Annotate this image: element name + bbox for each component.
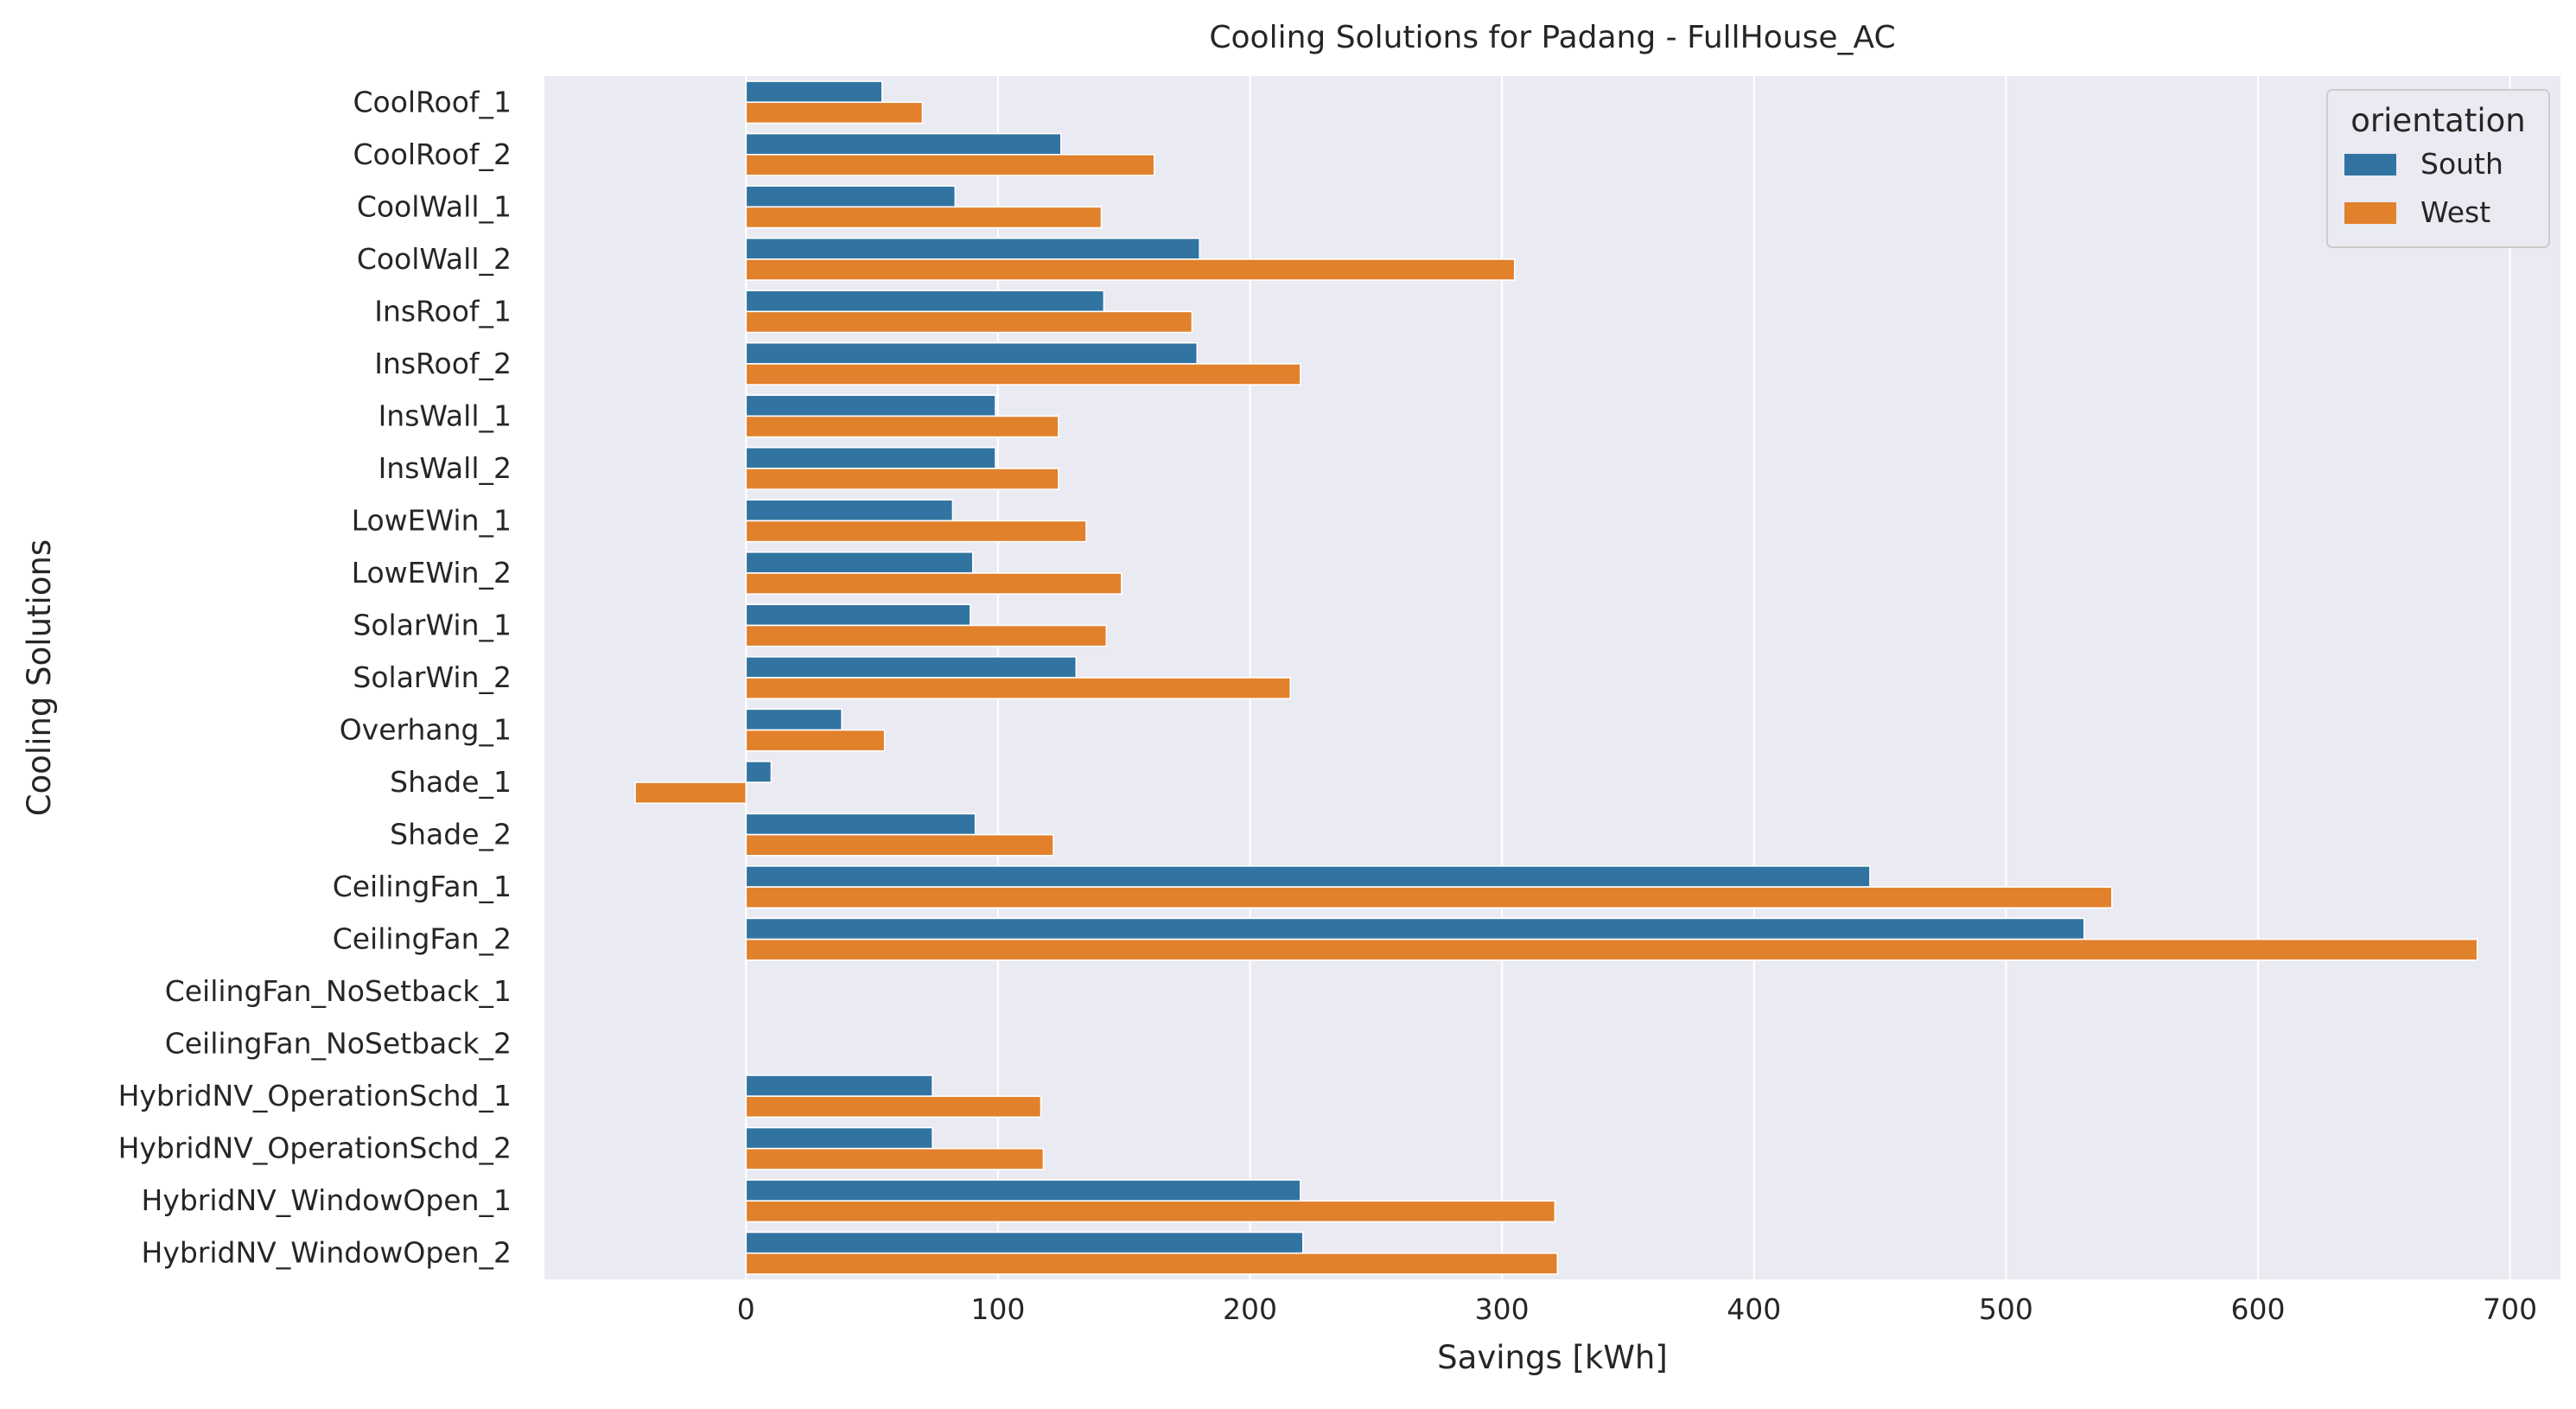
y-tick-label: SolarWin_2 xyxy=(353,660,512,694)
y-tick-label: CoolWall_1 xyxy=(357,189,512,223)
legend-swatch-west xyxy=(2344,202,2396,224)
x-tick-label: 300 xyxy=(1475,1292,1530,1326)
bar-south xyxy=(745,341,1199,365)
bar-west xyxy=(745,833,1054,857)
y-tick-label: CeilingFan_NoSetback_2 xyxy=(165,1027,512,1061)
x-axis-label: Savings [kWh] xyxy=(1437,1339,1668,1376)
y-tick-label: InsWall_2 xyxy=(378,451,512,485)
bar-south xyxy=(745,813,976,836)
bar-west xyxy=(745,1147,1045,1170)
y-tick-label: CoolRoof_1 xyxy=(353,85,512,118)
bar-west xyxy=(745,1095,1042,1119)
bar-west xyxy=(634,781,747,805)
bar-west xyxy=(745,886,2113,909)
y-tick-label: CeilingFan_1 xyxy=(333,870,512,903)
bar-west xyxy=(745,1252,1559,1275)
y-tick-label: HybridNV_OperationSchd_2 xyxy=(118,1132,512,1165)
y-tick-label: LowEWin_2 xyxy=(352,556,512,590)
bar-west xyxy=(745,258,1516,281)
bar-west xyxy=(745,1200,1556,1223)
x-tick-labels: 0 100 200 300 400 500 600 700 xyxy=(737,1292,2537,1326)
bar-west xyxy=(745,938,2478,961)
bar-south xyxy=(745,761,773,783)
x-tick-label: 100 xyxy=(970,1292,1025,1326)
bar-west xyxy=(745,363,1301,386)
x-tick-label: 700 xyxy=(2483,1292,2537,1326)
bar-west xyxy=(745,310,1193,334)
bar-south xyxy=(745,603,971,627)
y-tick-label: CeilingFan_NoSetback_1 xyxy=(165,974,512,1008)
bar-west xyxy=(745,677,1292,700)
bar-west xyxy=(745,468,1059,490)
bar-south xyxy=(745,132,1062,156)
bar-west xyxy=(745,415,1059,438)
legend-label-south: South xyxy=(2420,147,2503,181)
y-tick-label: InsWall_1 xyxy=(378,398,512,432)
bar-south xyxy=(745,446,996,469)
bar-south xyxy=(745,865,1871,888)
y-tick-label: CoolRoof_2 xyxy=(353,137,512,171)
legend-label-west: West xyxy=(2420,195,2490,229)
legend-swatch-south xyxy=(2344,154,2396,175)
chart-title: Cooling Solutions for Padang - FullHouse… xyxy=(1209,20,1895,55)
x-tick-label: 400 xyxy=(1727,1292,1781,1326)
y-tick-labels: CoolRoof_1 CoolRoof_2 CoolWall_1 CoolWall_2… xyxy=(118,85,512,1269)
y-axis-label: Cooling Solutions xyxy=(21,539,58,816)
y-tick-label: HybridNV_WindowOpen_2 xyxy=(142,1236,512,1270)
x-tick-label: 600 xyxy=(2231,1292,2286,1326)
bar-south xyxy=(745,551,974,574)
y-tick-label: Shade_1 xyxy=(390,765,512,799)
bar-west xyxy=(745,572,1123,595)
bar-south xyxy=(745,708,843,731)
bar-west xyxy=(745,520,1087,543)
bar-west xyxy=(745,206,1103,229)
y-tick-label: SolarWin_1 xyxy=(353,608,512,641)
bar-south xyxy=(745,290,1105,313)
y-tick-label: CeilingFan_2 xyxy=(333,922,512,956)
bar-south xyxy=(745,1179,1301,1202)
bar-west xyxy=(745,153,1155,176)
bar-south xyxy=(745,1231,1304,1254)
legend: orientation South West xyxy=(2326,89,2550,248)
bar-south xyxy=(745,655,1078,679)
y-tick-label: Shade_2 xyxy=(390,818,512,851)
y-tick-label: CoolWall_2 xyxy=(357,242,512,276)
bars xyxy=(634,80,2478,1275)
y-tick-label: HybridNV_OperationSchd_1 xyxy=(118,1079,512,1113)
bar-south xyxy=(745,499,954,522)
x-tick-label: 200 xyxy=(1223,1292,1277,1326)
y-tick-label: InsRoof_2 xyxy=(374,347,512,380)
x-tick-label: 0 xyxy=(737,1292,755,1326)
y-tick-label: LowEWin_1 xyxy=(352,503,512,537)
bar-south xyxy=(745,1074,933,1097)
bar-south xyxy=(745,1126,933,1150)
x-tick-label: 500 xyxy=(1979,1292,2033,1326)
bar-south xyxy=(745,185,957,208)
bar-south xyxy=(745,394,996,418)
bar-south xyxy=(745,917,2085,940)
y-tick-label: Overhang_1 xyxy=(340,713,512,747)
bar-south xyxy=(745,237,1201,260)
bar-west xyxy=(745,101,924,124)
bar-south xyxy=(745,80,883,104)
legend-title: orientation xyxy=(2350,102,2525,139)
bar-west xyxy=(745,624,1108,647)
bar-west xyxy=(745,729,886,752)
y-tick-label: HybridNV_WindowOpen_1 xyxy=(142,1183,512,1217)
y-tick-label: InsRoof_1 xyxy=(374,294,512,328)
